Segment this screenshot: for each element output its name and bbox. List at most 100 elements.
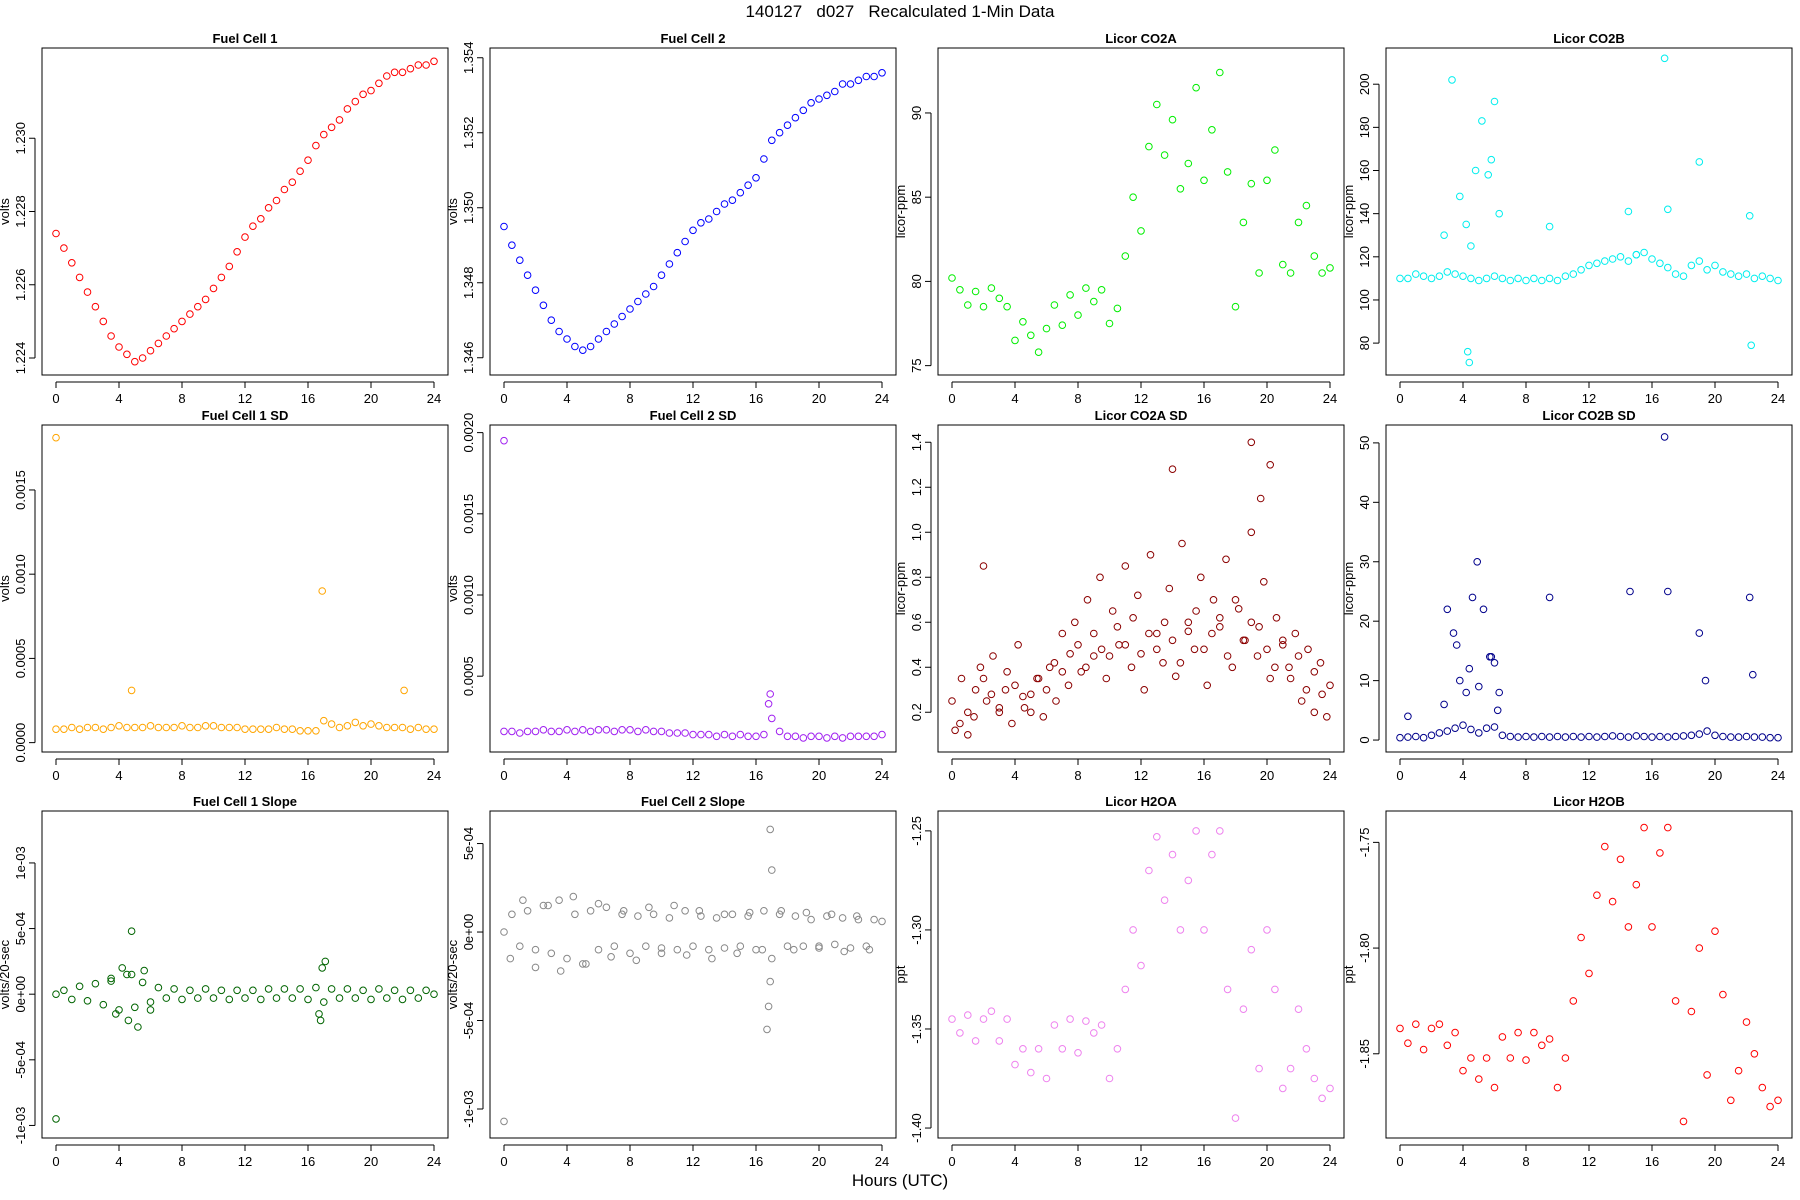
data-point	[1153, 629, 1161, 638]
data-point	[1656, 732, 1664, 741]
data-point	[1695, 730, 1704, 738]
data-point	[414, 61, 423, 69]
data-point	[1192, 607, 1200, 615]
data-point	[1310, 252, 1319, 260]
data-point	[1750, 274, 1759, 283]
data-point	[1451, 1028, 1459, 1037]
panel-licor-h2oa: Licor H2OA 0 4 8 12 16 20 24 -1.40 -1.35 -1.30 -1.2…	[893, 794, 1345, 1169]
data-point	[1493, 706, 1502, 715]
data-point	[1160, 896, 1169, 905]
data-point	[1082, 663, 1090, 672]
data-point	[720, 944, 729, 952]
data-point	[1019, 318, 1027, 326]
data-point	[736, 730, 745, 739]
data-point	[1656, 849, 1664, 857]
data-point	[146, 998, 155, 1006]
data-point	[1727, 733, 1735, 741]
data-point	[225, 995, 234, 1004]
data-point	[1239, 1005, 1248, 1014]
data-point	[531, 945, 540, 954]
y-tick-label: 0.6	[909, 613, 924, 631]
data-point	[1266, 461, 1274, 469]
data-point	[1585, 261, 1593, 270]
y-tick-label: -5e-04	[461, 1002, 476, 1040]
data-point	[233, 248, 241, 256]
y-axis-label: volts	[0, 198, 12, 225]
data-point	[665, 914, 674, 922]
data-point	[807, 99, 815, 107]
data-point	[970, 713, 978, 721]
data-point	[689, 730, 697, 739]
data-point	[1419, 272, 1428, 281]
data-point	[296, 727, 304, 735]
data-point	[1664, 205, 1672, 214]
data-point	[1490, 97, 1499, 106]
data-point	[257, 725, 265, 734]
data-point	[673, 248, 682, 257]
data-point	[257, 215, 265, 223]
x-tick-label: 12	[238, 768, 252, 783]
data-point	[1467, 1054, 1475, 1062]
data-point	[539, 301, 548, 310]
data-point	[768, 866, 776, 874]
data-point	[979, 1015, 988, 1023]
x-tick-label: 4	[563, 1154, 570, 1169]
plot-frame	[937, 810, 1345, 1139]
data-point	[178, 722, 186, 730]
data-point	[768, 954, 776, 963]
data-point	[1271, 146, 1279, 154]
data-point	[846, 944, 855, 952]
data-point	[1263, 926, 1271, 934]
data-point	[1482, 1054, 1491, 1062]
data-point	[1545, 222, 1554, 231]
data-point	[1530, 274, 1538, 283]
data-point	[987, 284, 996, 292]
data-point	[1495, 209, 1503, 218]
x-tick-label: 20	[364, 768, 378, 783]
y-tick-label: 5e-04	[461, 827, 476, 860]
data-point	[257, 995, 265, 1004]
data-point	[995, 1037, 1004, 1045]
data-point	[1443, 268, 1452, 276]
data-point	[335, 116, 344, 124]
data-point	[1758, 733, 1767, 741]
data-point	[1734, 272, 1743, 281]
data-point	[1774, 276, 1782, 285]
y-tick-label: 1.2	[909, 478, 924, 496]
data-point	[1034, 348, 1043, 357]
data-point	[1297, 697, 1306, 705]
x-tick-label: 24	[875, 768, 889, 783]
data-point	[1679, 1117, 1688, 1126]
data-point	[1216, 827, 1224, 835]
y-axis-label: licor-ppm	[893, 562, 908, 615]
panel-title: Licor CO2B	[1553, 31, 1625, 46]
data-point	[1427, 1024, 1436, 1033]
data-point	[280, 985, 289, 993]
y-tick-label: 1.0	[909, 523, 924, 541]
data-point	[964, 1011, 972, 1019]
data-point	[1640, 248, 1648, 257]
data-point	[52, 1115, 60, 1123]
data-point	[1656, 259, 1664, 268]
data-point	[398, 68, 407, 77]
x-tick-label: 4	[1459, 768, 1466, 783]
data-point	[398, 723, 407, 732]
data-point	[582, 960, 590, 968]
data-point	[327, 985, 336, 993]
data-point	[1140, 686, 1148, 694]
data-point	[815, 732, 823, 741]
data-point	[422, 986, 430, 995]
data-point	[194, 302, 202, 311]
x-tick-label: 16	[1645, 391, 1659, 406]
data-point	[712, 914, 721, 922]
data-point	[775, 727, 784, 736]
data-point	[657, 944, 666, 952]
data-point	[1108, 607, 1117, 615]
x-tick-label: 16	[749, 391, 763, 406]
data-point	[783, 732, 792, 741]
data-point	[1263, 176, 1271, 185]
panel-fuel-cell-1: Fuel Cell 1 0 4 8 12 16 20 24 1.224 1.226 1.228 1.2…	[0, 31, 449, 406]
data-point	[1263, 645, 1271, 654]
data-point	[162, 332, 171, 340]
data-point	[1146, 551, 1155, 559]
